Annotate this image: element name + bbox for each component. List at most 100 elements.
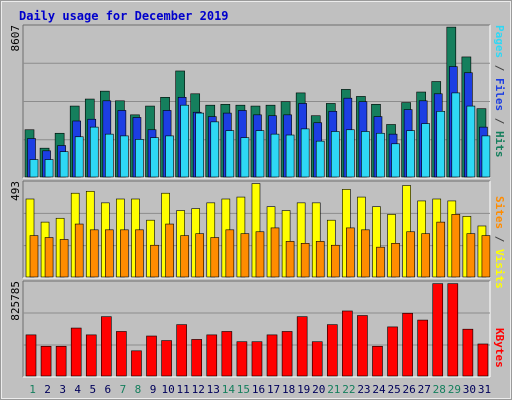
sites-bar xyxy=(300,243,310,278)
pages-bar xyxy=(466,105,476,178)
sites-bar xyxy=(225,229,235,278)
kbytes-bar xyxy=(266,334,278,377)
day-label: 29 xyxy=(448,383,461,396)
sites-bar xyxy=(240,233,250,278)
kbytes-bar xyxy=(131,350,142,377)
day-label: 20 xyxy=(312,383,325,396)
pages-bar xyxy=(315,140,325,178)
top-panel-max-label: 8607 xyxy=(9,25,22,52)
day-label: 7 xyxy=(120,383,127,396)
chart-title: Daily usage for December 2019 xyxy=(19,9,229,23)
sites-bar xyxy=(59,239,69,278)
pages-bar xyxy=(210,121,220,178)
pages-bar xyxy=(135,139,144,178)
sites-bar xyxy=(315,241,325,278)
sites-bar xyxy=(105,229,114,278)
pages-bar xyxy=(406,130,415,178)
day-label: 9 xyxy=(150,383,157,396)
sites-bar xyxy=(330,244,340,278)
day-label: 1 xyxy=(29,383,36,396)
kbytes-bar xyxy=(432,283,444,377)
day-label: 6 xyxy=(105,383,112,396)
day-label: 31 xyxy=(478,383,491,396)
kbytes-bar xyxy=(236,341,248,377)
pages-bar xyxy=(180,104,189,178)
day-label: 16 xyxy=(252,383,265,396)
bottom-panel-max-label: 825785 xyxy=(9,281,22,321)
kbytes-bar xyxy=(357,315,368,377)
day-label: 12 xyxy=(192,383,205,396)
sites-bar xyxy=(346,227,355,278)
kbytes-bar xyxy=(146,335,157,377)
pages-bar xyxy=(225,130,235,178)
day-label: 13 xyxy=(207,383,220,396)
pages-bar xyxy=(376,132,385,178)
day-label: 4 xyxy=(74,383,81,396)
pages-bar xyxy=(361,131,370,178)
legend-kbytes: KBytes xyxy=(493,328,506,368)
day-label: 14 xyxy=(222,383,236,396)
day-label: 17 xyxy=(267,383,280,396)
kbytes-bar xyxy=(101,316,112,377)
legend-visits: Visits xyxy=(493,249,506,289)
day-label: 15 xyxy=(237,383,250,396)
pages-bar xyxy=(105,133,114,178)
legend-pages: Pages xyxy=(493,25,506,58)
kbytes-bar xyxy=(25,334,37,377)
pages-bar xyxy=(240,137,250,178)
kbytes-bar xyxy=(55,345,67,377)
legend-sites: Sites xyxy=(493,196,506,229)
sites-bar xyxy=(421,233,430,278)
kbytes-bar xyxy=(221,331,233,377)
day-label: 18 xyxy=(282,383,295,396)
day-labels: 1 2 3 4 5 6 7 8 9 10 11 12 13 14 15 16 17 18 19 20 21 22 23 24 2… xyxy=(29,383,491,396)
sites-bar xyxy=(135,229,144,278)
pages-bar xyxy=(481,135,491,178)
day-label: 19 xyxy=(297,383,310,396)
day-label: 25 xyxy=(387,383,400,396)
sites-bar xyxy=(150,244,159,278)
kbytes-bar xyxy=(447,283,459,377)
day-label: 10 xyxy=(161,383,174,396)
bars-layer xyxy=(24,26,491,377)
sites-bar xyxy=(285,241,295,278)
legend-separator: / xyxy=(493,58,506,78)
kbytes-bar xyxy=(296,316,308,377)
day-label: 22 xyxy=(342,383,355,396)
pages-bar xyxy=(150,137,159,178)
sites-bar xyxy=(74,223,84,278)
sites-bar xyxy=(466,233,476,278)
day-label: 24 xyxy=(372,383,386,396)
sites-bar xyxy=(391,243,400,278)
pages-bar xyxy=(451,92,461,178)
pages-bar xyxy=(195,112,205,178)
day-label: 26 xyxy=(403,383,416,396)
kbytes-bar xyxy=(281,331,293,377)
pages-bar xyxy=(29,159,39,178)
day-label: 5 xyxy=(89,383,96,396)
kbytes-bar xyxy=(311,341,323,377)
kbytes-bar xyxy=(161,340,172,377)
day-label: 8 xyxy=(135,383,142,396)
middle-panel-max-label: 493 xyxy=(9,181,22,201)
pages-bar xyxy=(300,128,310,178)
pages-bar xyxy=(89,126,99,178)
pages-bar xyxy=(346,129,355,178)
pages-bar xyxy=(436,111,446,178)
kbytes-bar xyxy=(70,327,82,377)
kbytes-bar xyxy=(402,312,413,377)
sites-bar xyxy=(44,237,54,278)
day-label: 2 xyxy=(44,383,51,396)
pages-bar xyxy=(285,134,295,178)
sites-bar xyxy=(451,214,461,278)
middle-panel-legend: Sites / Visits xyxy=(493,196,506,289)
sites-bar xyxy=(255,231,265,278)
day-label: 23 xyxy=(357,383,370,396)
kbytes-bar xyxy=(477,343,489,377)
kbytes-bar xyxy=(462,328,474,377)
pages-bar xyxy=(120,135,129,178)
pages-bar xyxy=(421,123,430,178)
